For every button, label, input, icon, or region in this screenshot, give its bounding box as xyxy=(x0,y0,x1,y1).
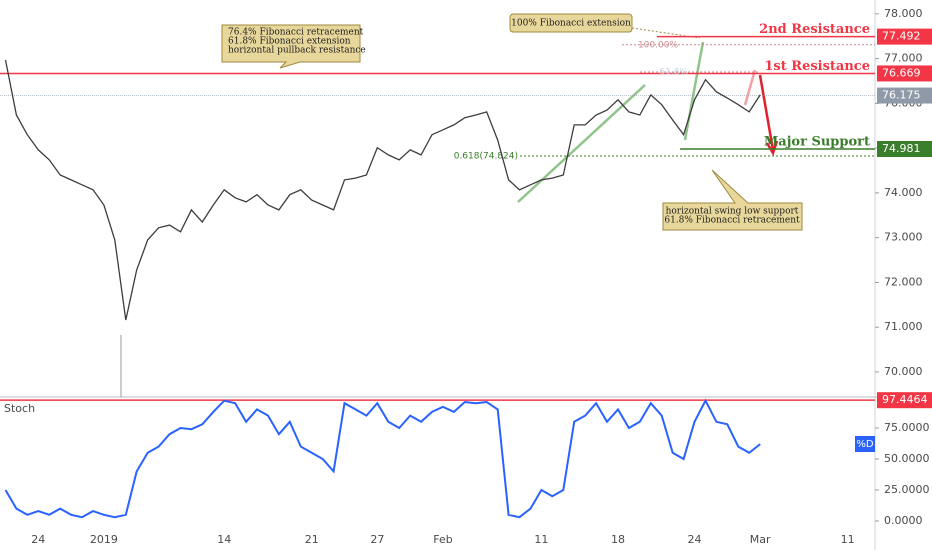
fib-label: 0.618(74.824) xyxy=(454,152,518,162)
annotation: 100% Fibonacci extension xyxy=(511,19,631,29)
fib-label: 61.8% xyxy=(659,68,688,78)
annotation: 76.4% Fibonacci retracement xyxy=(228,28,364,38)
price-line xyxy=(4,59,761,321)
fib-label: 100.00% xyxy=(638,40,678,50)
price-tag xyxy=(877,28,932,45)
y-tick-label: 72.000 xyxy=(884,275,923,288)
price-tag-label: 76.669 xyxy=(882,66,921,79)
x-tick-label: Mar xyxy=(750,533,771,546)
x-tick-label: 21 xyxy=(305,533,319,546)
arrow-head xyxy=(765,140,779,156)
x-tick-label: Feb xyxy=(433,533,452,546)
callout xyxy=(221,24,361,69)
price-tag xyxy=(877,140,932,157)
price-tag-label: 76.175 xyxy=(882,89,921,102)
y-tick-label: 50.0000 xyxy=(884,452,930,465)
y-tick-label: 0.0000 xyxy=(884,514,923,527)
annotation: 61.8% Fibonacci extension xyxy=(228,37,351,47)
x-tick-label: 14 xyxy=(217,533,231,546)
y-tick-label: 75.0000 xyxy=(884,421,930,434)
arrow xyxy=(743,69,757,106)
x-tick-label: 2019 xyxy=(90,533,118,546)
price-tag-label: 74.981 xyxy=(882,142,921,155)
x-tick-label: 24 xyxy=(31,533,45,546)
stoch-line xyxy=(4,398,761,519)
callout xyxy=(662,169,803,231)
price-tag xyxy=(877,392,932,409)
price-tag xyxy=(877,87,932,104)
legend-label: %D xyxy=(856,439,874,450)
arrows xyxy=(517,41,779,203)
pane-title: Stoch xyxy=(4,402,35,415)
annotation: horizontal swing low support xyxy=(666,207,799,217)
y-tick-label: 25.0000 xyxy=(884,483,930,496)
y-tick-label: 71.000 xyxy=(884,320,923,333)
level-label: 1st Resistance xyxy=(764,59,870,74)
x-tick-label: 24 xyxy=(688,533,702,546)
x-tick-label: 11 xyxy=(841,533,855,546)
y-tick-label: 70.000 xyxy=(884,365,923,378)
x-tick-label: 11 xyxy=(534,533,548,546)
annotation: horizontal pullback resistance xyxy=(228,46,366,56)
legend-box xyxy=(855,436,875,452)
level-label: 2nd Resistance xyxy=(759,22,870,37)
level-label: Major Support xyxy=(764,134,870,149)
callout xyxy=(509,13,633,33)
y-tick-label: 77.000 xyxy=(884,52,923,65)
x-tick-label: 27 xyxy=(370,533,384,546)
arrow xyxy=(683,41,705,141)
price-tag xyxy=(877,65,932,82)
arrow xyxy=(758,74,775,151)
annotation: 61.8% Fibonacci retracement xyxy=(664,216,800,226)
x-tick-label: 18 xyxy=(611,533,625,546)
price-tag-label: 97.4464 xyxy=(882,393,928,406)
arrow xyxy=(517,84,646,203)
price-tag-label: 77.492 xyxy=(882,30,921,43)
y-tick-label: 74.000 xyxy=(884,186,923,199)
y-tick-label: 73.000 xyxy=(884,231,923,244)
y-tick-label: 78.000 xyxy=(884,7,923,20)
